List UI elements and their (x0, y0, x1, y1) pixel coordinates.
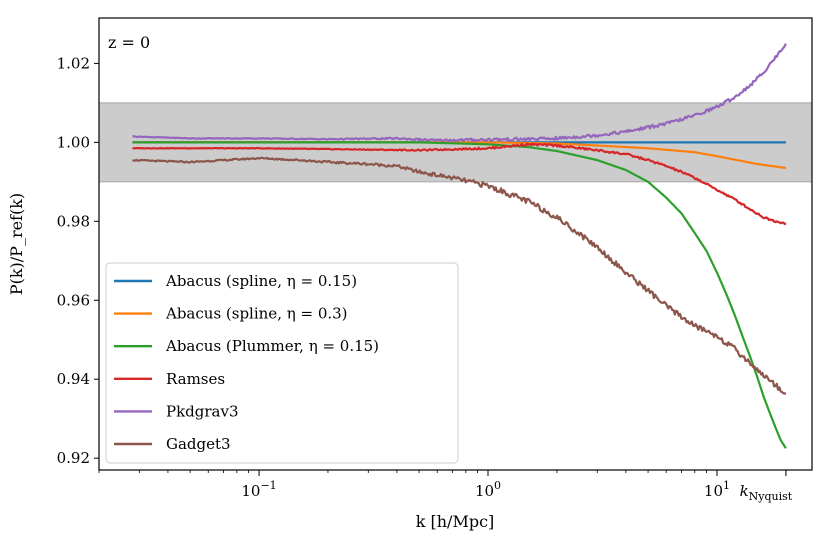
y-tick-label: 0.92 (57, 449, 90, 467)
plot-frame (98, 17, 813, 471)
legend-entries: Abacus (spline, η = 0.15) Abacus (spline,… (114, 272, 379, 453)
legend-label-3: Abacus (Plummer, η = 0.15) (165, 337, 379, 355)
y-axis-label: P(k)/P_ref(k) (7, 193, 26, 295)
y-tick-label: 1.02 (57, 54, 90, 72)
legend-label-5: Pkdgrav3 (166, 402, 239, 420)
legend-label-6: Gadget3 (166, 435, 231, 453)
x-tick-label: 101 (704, 479, 730, 500)
x-tick-label: 100 (475, 479, 501, 500)
y-tick-label: 0.96 (57, 291, 90, 309)
series-line-6 (132, 156, 787, 395)
legend-label-4: Ramses (166, 370, 225, 388)
y-tick-label: 1.00 (57, 133, 90, 151)
x-tick-label: 10−1 (241, 479, 276, 500)
series-layer (132, 43, 787, 449)
series-line-4 (132, 142, 787, 226)
redshift-annotation: z = 0 (108, 33, 150, 52)
legend-box (105, 262, 459, 464)
series-line-5 (132, 43, 787, 143)
axis-layer: 0.92 0.94 0.96 0.98 1.00 1.02 10−1 100 101 kNyqui… (57, 54, 793, 503)
y-tick-label: 0.94 (57, 370, 90, 388)
legend-label-1: Abacus (spline, η = 0.15) (165, 272, 357, 290)
y-tick-label: 0.98 (57, 212, 90, 230)
x-axis-label: k [h/Mpc] (416, 512, 495, 531)
legend-label-2: Abacus (spline, η = 0.3) (165, 305, 348, 323)
legend: Abacus (spline, η = 0.15) Abacus (spline,… (105, 262, 459, 464)
series-line-3 (132, 141, 787, 449)
nyquist-label: kNyquist (740, 482, 793, 503)
